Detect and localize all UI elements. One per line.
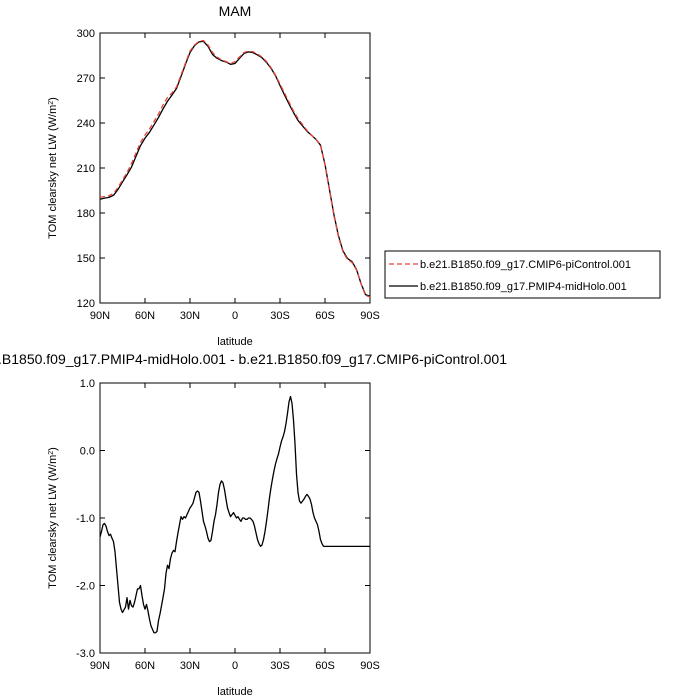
top-y-axis: 120 150 180 210 240 270 300 (77, 28, 370, 310)
top-y-tick-label: 210 (77, 163, 95, 175)
bottom-x-tick-label: 0 (232, 660, 238, 672)
bottom-x-tick-label: 90S (360, 660, 380, 672)
bottom-y-axis-label-main: TOM clearsky net LW (W/m (47, 455, 59, 589)
bottom-y-tick-label: -2.0 (76, 581, 95, 593)
top-x-tick-label: 90S (360, 310, 380, 322)
top-y-axis-label-end: ) (47, 97, 59, 101)
legend: b.e21.B1850.f09_g17.CMIP6-piControl.001 … (384, 250, 661, 299)
bottom-y-axis-label: TOM clearsky net LW (W/m2) (47, 447, 59, 589)
bottom-x-tick-label: 60N (135, 660, 155, 672)
top-y-tick-label: 120 (77, 298, 95, 310)
top-y-tick-label: 150 (77, 253, 95, 265)
top-plot-frame (99, 32, 371, 304)
top-series-line-0 (99, 39, 371, 298)
top-panel-title: MAM (219, 3, 252, 19)
legend-entry-picontrol: b.e21.B1850.f09_g17.CMIP6-piControl.001 (420, 259, 631, 271)
top-series-line-1 (99, 40, 371, 297)
top-y-tick-label: 270 (77, 73, 95, 85)
bottom-y-tick-label: 1.0 (80, 378, 95, 390)
bottom-x-tick-label: 30N (180, 660, 200, 672)
bottom-x-tick-label: 60S (315, 660, 335, 672)
legend-entry-midholo: b.e21.B1850.f09_g17.PMIP4-midHolo.001 (420, 281, 627, 293)
top-x-tick-label: 60N (135, 310, 155, 322)
top-y-axis-label: TOM clearsky net LW (W/m2) (47, 97, 59, 239)
bottom-panel: b.e21.B1850.f09_g17.PMIP4-midHolo.001 - … (0, 351, 507, 698)
bottom-y-axis-label-sup: 2 (48, 451, 55, 455)
top-x-axis-label: latitude (217, 336, 252, 348)
top-plot-lines (99, 39, 371, 298)
top-x-tick-label: 30S (270, 310, 290, 322)
bottom-y-tick-label: -3.0 (76, 648, 95, 660)
top-y-tick-label: 300 (77, 28, 95, 40)
top-panel: MAM 120 150 180 210 240 270 300 90N 60N 30N 0 30S 6… (47, 3, 661, 348)
top-x-axis: 90N 60N 30N 0 30S 60S 90S (90, 33, 380, 322)
bottom-x-axis-label: latitude (217, 686, 252, 698)
bottom-x-axis: 90N 60N 30N 0 30S 60S 90S (90, 383, 380, 672)
top-y-tick-label: 240 (77, 118, 95, 130)
bottom-panel-title: b.e21.B1850.f09_g17.PMIP4-midHolo.001 - … (0, 351, 507, 367)
top-x-tick-label: 30N (180, 310, 200, 322)
bottom-x-tick-label: 90N (90, 660, 110, 672)
bottom-plot-lines (99, 395, 370, 634)
bottom-plot-frame (99, 382, 371, 654)
bottom-y-tick-label: 0.0 (80, 446, 95, 458)
bottom-y-tick-label: -1.0 (76, 513, 95, 525)
bottom-y-axis-label-end: ) (47, 447, 59, 451)
top-y-axis-label-sup: 2 (48, 101, 55, 105)
bottom-x-tick-label: 30S (270, 660, 290, 672)
top-x-tick-label: 0 (232, 310, 238, 322)
legend-frame (384, 250, 661, 299)
bottom-y-axis: -3.0 -2.0 -1.0 0.0 1.0 (76, 378, 370, 660)
top-x-tick-label: 90N (90, 310, 110, 322)
top-x-tick-label: 60S (315, 310, 335, 322)
top-y-axis-label-main: TOM clearsky net LW (W/m (47, 105, 59, 239)
top-y-tick-label: 180 (77, 208, 95, 220)
bottom-series-line-0 (99, 395, 370, 634)
